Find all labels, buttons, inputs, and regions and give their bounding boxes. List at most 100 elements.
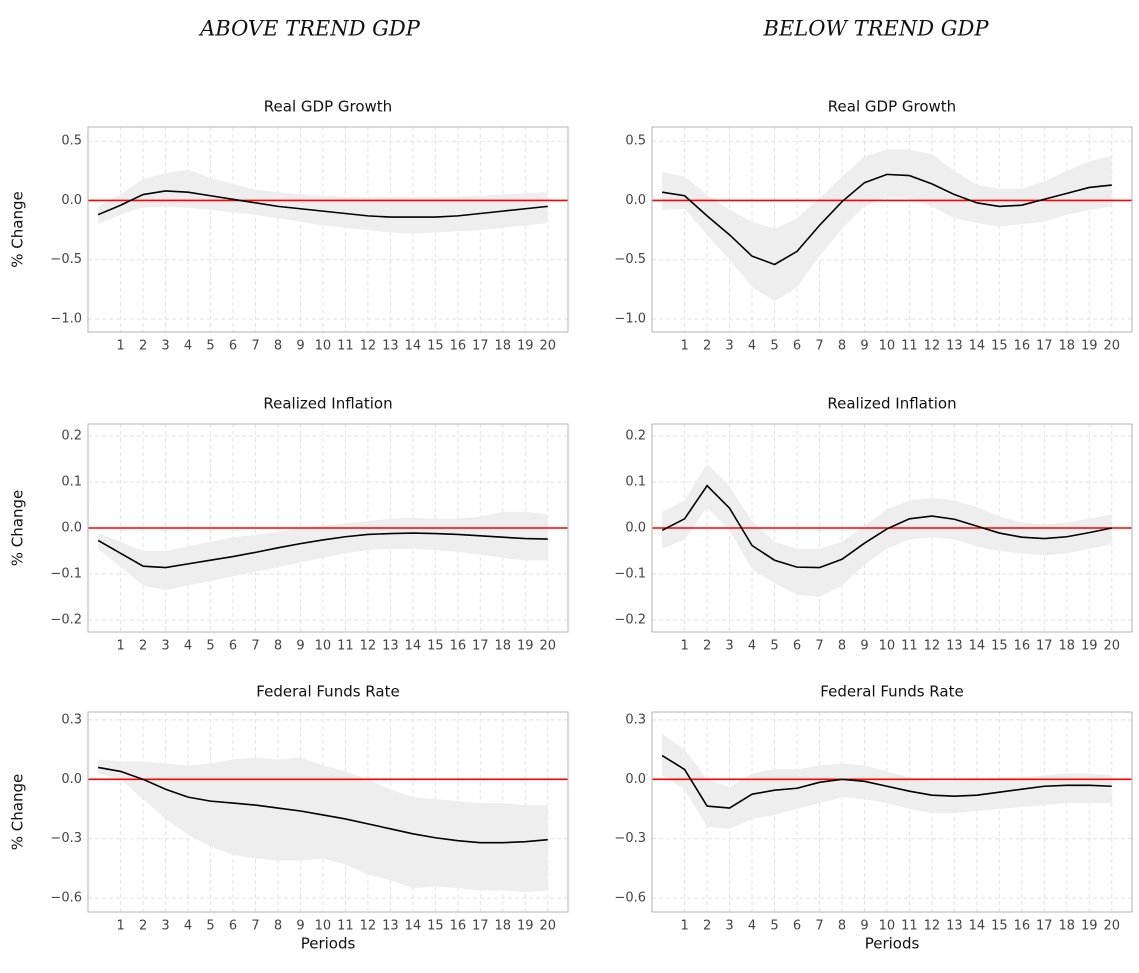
x-tick-label: 8 (838, 639, 846, 654)
x-axis-label: Periods (301, 935, 356, 953)
x-tick-label: 11 (337, 339, 354, 354)
x-tick-label: 8 (274, 639, 282, 654)
x-tick-label: 2 (703, 339, 711, 354)
x-tick-label: 15 (991, 339, 1008, 354)
x-tick-label: 1 (116, 639, 124, 654)
x-tick-label: 4 (748, 339, 756, 354)
y-tick-label: 0.5 (625, 134, 646, 149)
x-tick-label: 13 (382, 919, 399, 934)
y-tick-label: −0.5 (614, 252, 646, 267)
response-line (97, 766, 548, 844)
x-tick-label: 14 (405, 639, 422, 654)
y-tick-label: −0.1 (614, 567, 646, 582)
y-tick-label: 0.0 (61, 772, 82, 787)
x-tick-label: 19 (1081, 339, 1098, 354)
x-tick-label: 12 (360, 639, 377, 654)
plot-border (651, 423, 1133, 633)
y-tick-label: 0.3 (625, 712, 646, 727)
x-tick-label: 13 (946, 919, 963, 934)
x-tick-label: 15 (427, 339, 444, 354)
x-tick-label: 3 (725, 639, 733, 654)
x-tick-label: 13 (946, 339, 963, 354)
x-tick-label: 5 (206, 339, 214, 354)
x-tick-label: 1 (680, 639, 688, 654)
y-axis-label: % Change (9, 774, 27, 850)
response-line (661, 754, 1112, 809)
plot-border (87, 423, 569, 633)
y-tick-label: −0.5 (50, 252, 82, 267)
x-tick-label: 3 (725, 919, 733, 934)
x-tick-label: 5 (770, 919, 778, 934)
x-tick-label: 10 (315, 919, 332, 934)
x-tick-label: 16 (450, 919, 467, 934)
x-tick-label: 1 (680, 339, 688, 354)
panel: Federal Funds Rate−0.6−0.30.00.31 2 3 4 5 6 7 8… (614, 683, 1133, 953)
confidence-band (662, 463, 1112, 598)
x-tick-label: 3 (725, 339, 733, 354)
x-tick-label: 17 (1036, 339, 1053, 354)
x-tick-label: 16 (1014, 639, 1031, 654)
x-tick-label: 20 (1103, 919, 1120, 934)
panel: Real GDP Growth−1.0−0.50.00.51 2 3 4 5 6 7 8 9 10… (9, 98, 569, 354)
x-tick-label: 6 (793, 919, 801, 934)
x-tick-label: 19 (1081, 639, 1098, 654)
x-tick-label: 1 (680, 919, 688, 934)
confidence-band (98, 757, 548, 893)
panel-title: Realized Inflation (827, 395, 956, 413)
x-tick-label: 2 (139, 639, 147, 654)
x-tick-label: 10 (879, 919, 896, 934)
confidence-band (98, 511, 548, 591)
y-tick-label: 0.0 (625, 521, 646, 536)
panel: Realized Inflation−0.2−0.10.00.10.21 2 3 4 5… (614, 395, 1133, 654)
x-tick-label: 6 (229, 339, 237, 354)
y-axis-label: % Change (9, 191, 27, 267)
panel-title: Real GDP Growth (828, 98, 956, 116)
x-tick-label: 18 (1059, 919, 1076, 934)
x-tick-label: 12 (924, 339, 941, 354)
x-tick-label: 8 (274, 339, 282, 354)
y-tick-label: 0.5 (61, 134, 82, 149)
x-tick-label: 20 (1103, 639, 1120, 654)
x-tick-label: 7 (815, 639, 823, 654)
y-tick-label: 0.0 (61, 521, 82, 536)
x-tick-label: 19 (1081, 919, 1098, 934)
x-tick-label: 9 (860, 919, 868, 934)
x-tick-label: 13 (382, 639, 399, 654)
x-tick-label: 10 (315, 639, 332, 654)
x-tick-label: 1 (116, 919, 124, 934)
x-tick-label: 7 (251, 639, 259, 654)
x-tick-label: 6 (229, 639, 237, 654)
column-title: ABOVE TREND GDP (198, 17, 421, 41)
x-tick-label: 12 (360, 339, 377, 354)
response-line (97, 190, 548, 218)
x-tick-label: 17 (1036, 919, 1053, 934)
x-tick-label: 16 (450, 639, 467, 654)
x-tick-label: 20 (539, 639, 556, 654)
x-tick-label: 4 (748, 639, 756, 654)
y-tick-label: −0.3 (614, 831, 646, 846)
x-tick-label: 9 (296, 919, 304, 934)
x-tick-label: 4 (184, 339, 192, 354)
x-tick-label: 13 (946, 639, 963, 654)
y-tick-label: 0.2 (625, 428, 646, 443)
y-tick-label: −0.1 (50, 567, 82, 582)
x-tick-label: 8 (838, 919, 846, 934)
x-tick-label: 20 (1103, 339, 1120, 354)
x-tick-label: 2 (703, 919, 711, 934)
x-tick-label: 11 (337, 639, 354, 654)
response-line (97, 532, 548, 569)
y-tick-label: 0.2 (61, 428, 82, 443)
x-tick-label: 16 (1014, 339, 1031, 354)
x-tick-label: 7 (815, 919, 823, 934)
y-tick-label: −0.3 (50, 831, 82, 846)
x-tick-label: 6 (229, 919, 237, 934)
x-tick-label: 14 (969, 639, 986, 654)
confidence-band (662, 149, 1112, 302)
x-tick-label: 6 (793, 639, 801, 654)
panel: Federal Funds Rate−0.6−0.30.00.31 2 3 4 5 6 7 8… (9, 683, 569, 953)
x-tick-label: 17 (472, 339, 489, 354)
x-tick-label: 7 (251, 919, 259, 934)
panel-title: Real GDP Growth (264, 98, 392, 116)
x-tick-label: 9 (860, 639, 868, 654)
